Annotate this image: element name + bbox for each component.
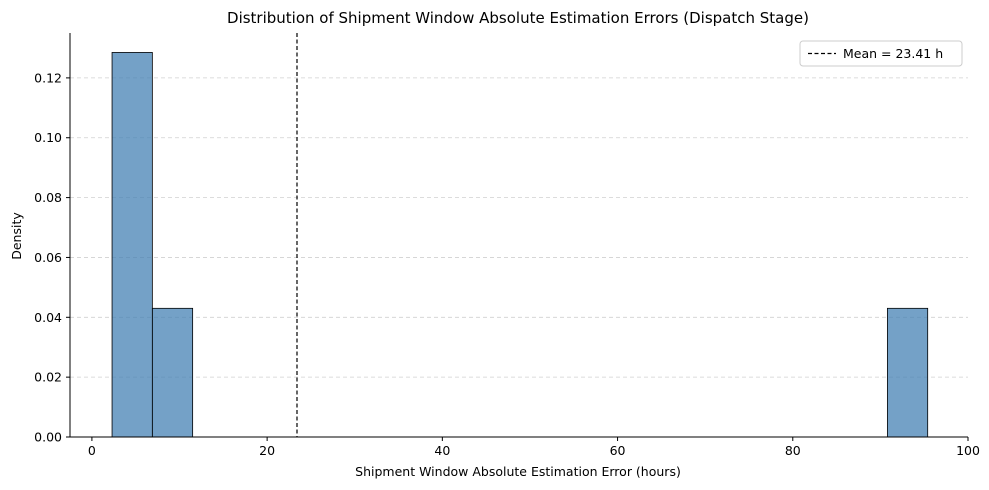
y-axis-label: Density [9, 212, 24, 260]
x-tick-label: 80 [785, 443, 801, 458]
axes [69, 33, 968, 438]
y-tick-label: 0.06 [34, 250, 62, 265]
histogram-bar [886, 307, 929, 438]
ticks: 0.00 0.02 0.04 0.06 0.08 0.10 0.12 0 20 40 60 80 100 [34, 70, 980, 458]
x-tick-label: 0 [88, 443, 96, 458]
gridlines [70, 77, 968, 378]
y-tick-label: 0.10 [34, 130, 62, 145]
legend: Mean = 23.41 h [799, 40, 963, 67]
y-tick-label: 0.00 [34, 430, 62, 445]
y-tick-label: 0.02 [34, 370, 62, 385]
y-tick-label: 0.08 [34, 190, 62, 205]
y-tick-label: 0.12 [34, 70, 62, 85]
chart-title: Distribution of Shipment Window Absolute… [227, 9, 809, 27]
legend-mean-label: Mean = 23.41 h [843, 46, 943, 61]
legend-box [799, 40, 963, 67]
x-tick-label: 60 [610, 443, 626, 458]
histogram-bars [111, 52, 929, 438]
y-tick-label: 0.04 [34, 310, 62, 325]
histogram-bar [151, 307, 194, 438]
x-tick-label: 40 [434, 443, 450, 458]
x-axis-label: Shipment Window Absolute Estimation Erro… [355, 464, 681, 479]
x-tick-label: 100 [956, 443, 980, 458]
x-tick-label: 20 [259, 443, 275, 458]
histogram-bar [111, 52, 153, 438]
